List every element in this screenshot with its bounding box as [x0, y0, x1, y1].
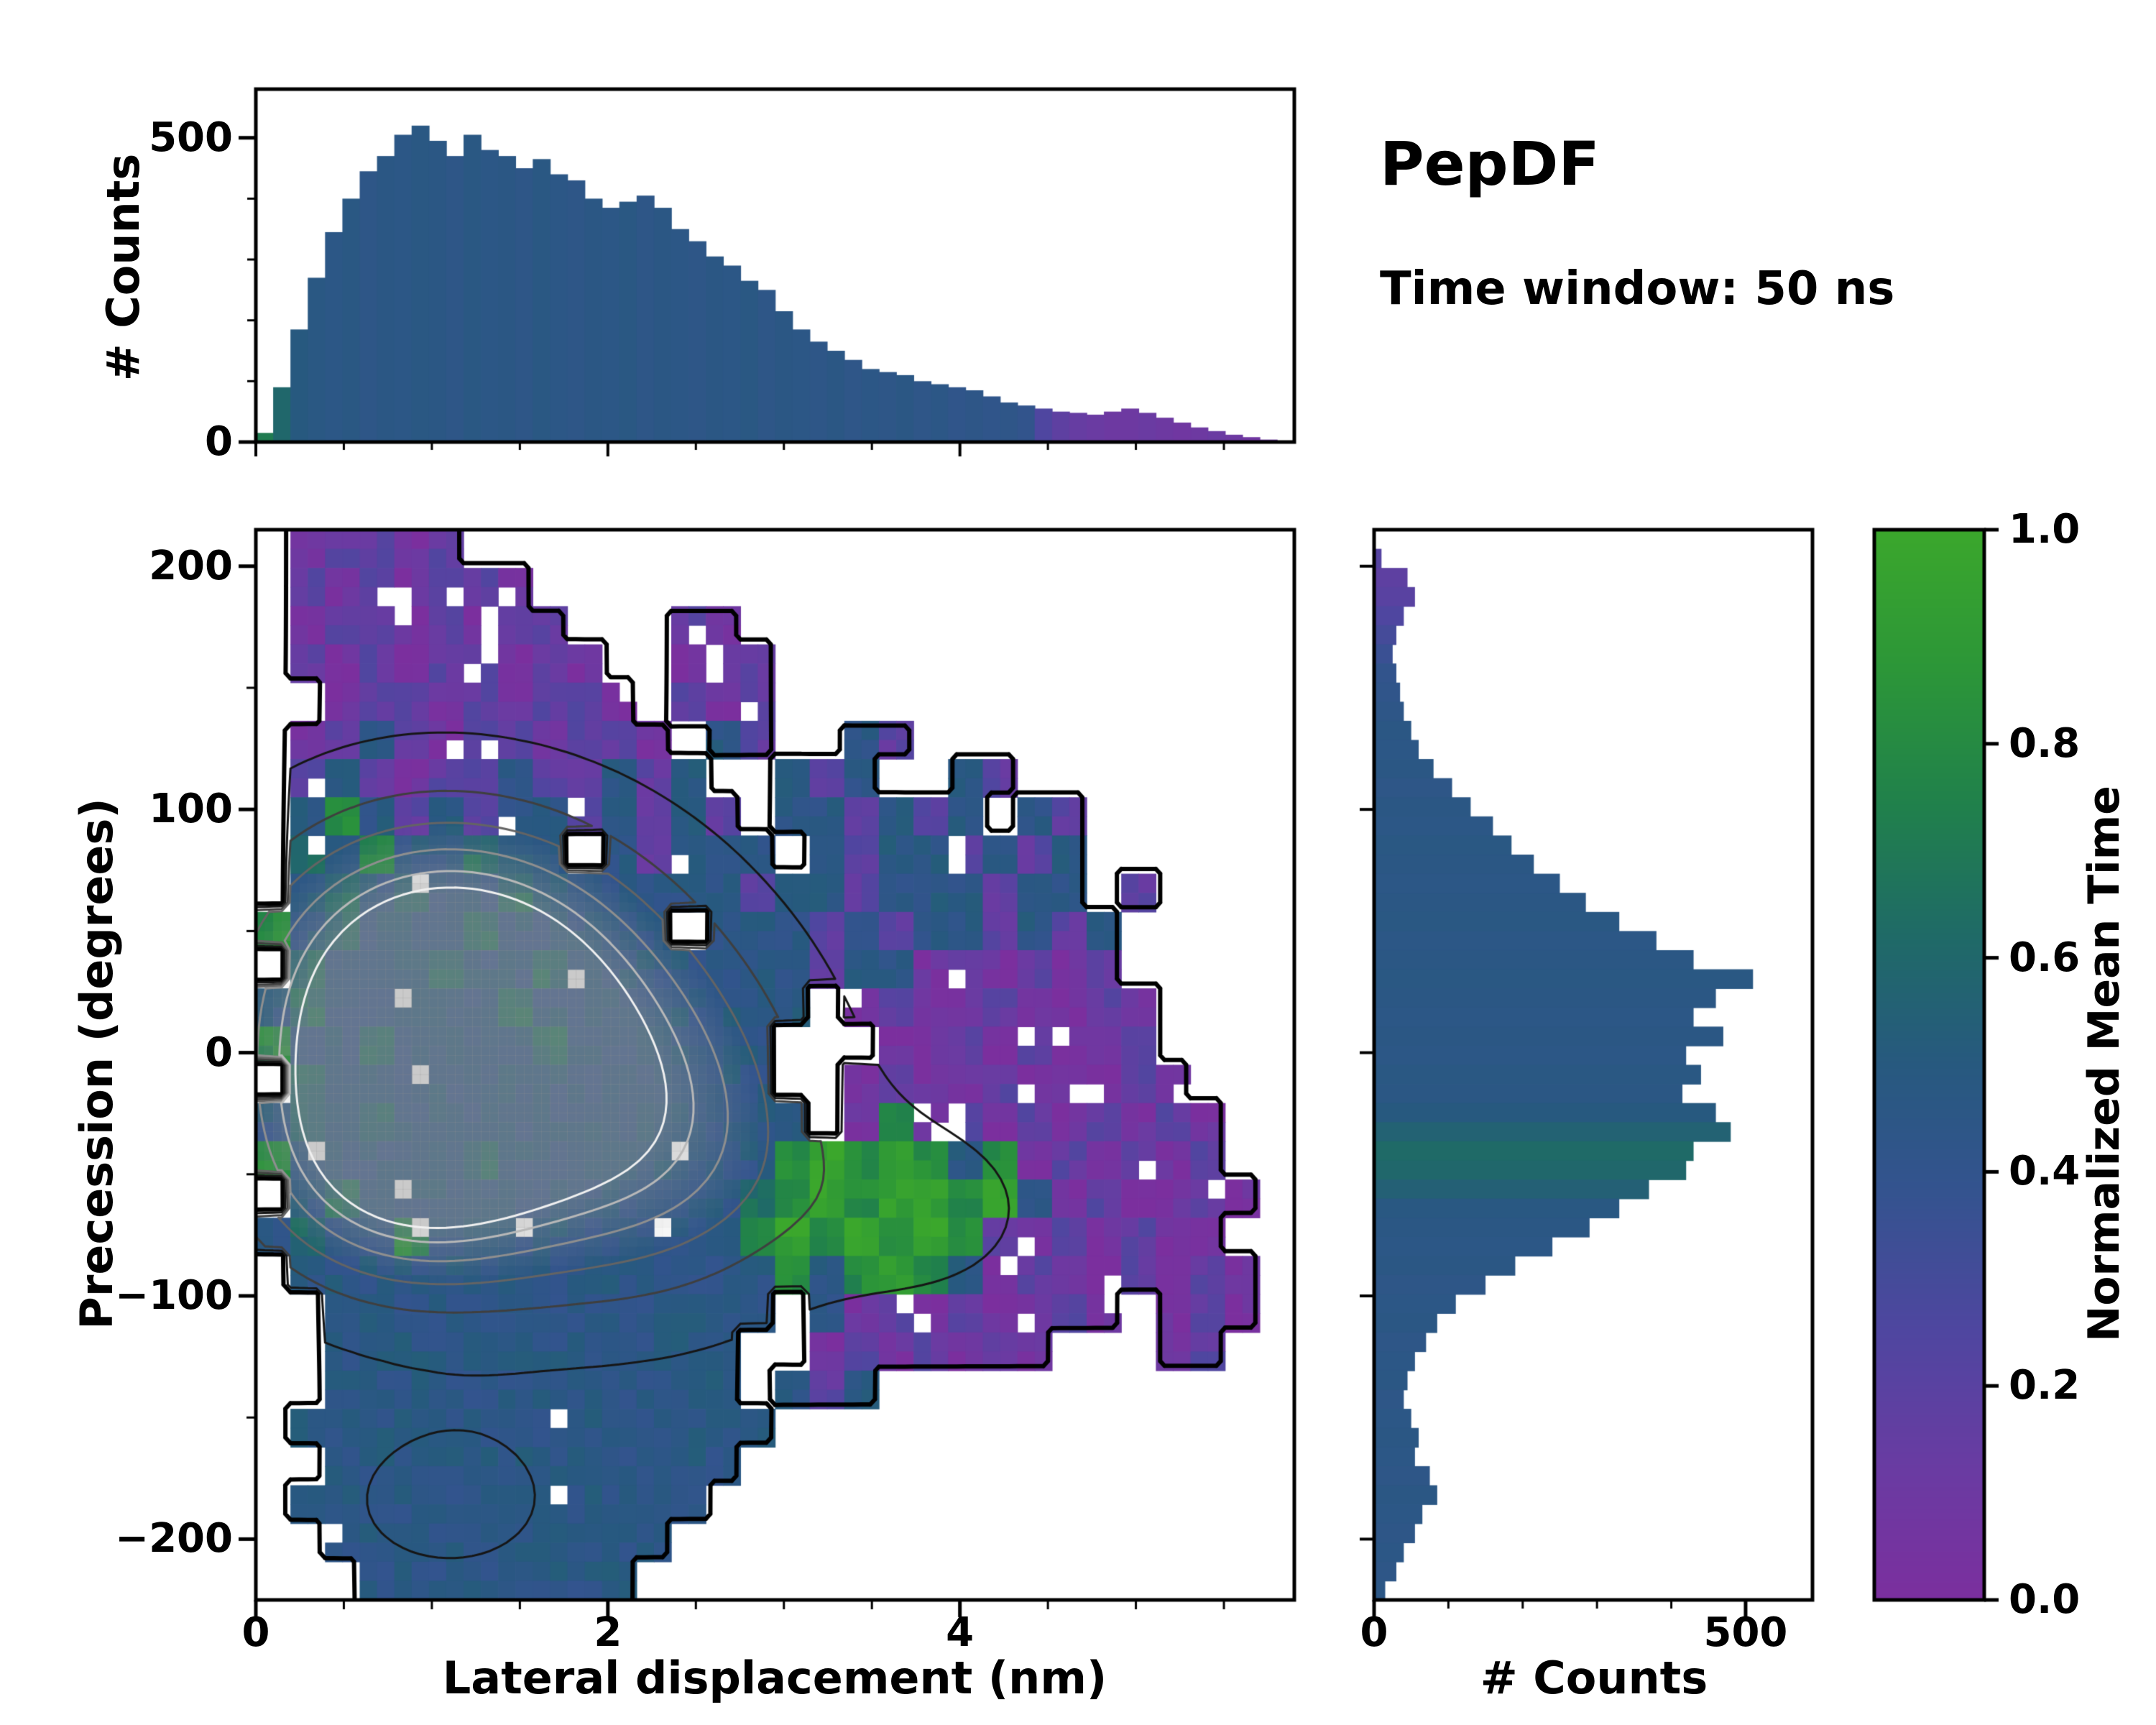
main-y-tick-label: −200	[115, 1515, 233, 1563]
main-y-tick-label: 200	[149, 542, 233, 589]
colorbar-tick-label: 0.8	[2009, 719, 2081, 767]
top-hist-ylabel: # Counts	[97, 153, 149, 382]
top-hist-y-tick-label: 0	[205, 418, 233, 465]
colorbar-tick-label: 1.0	[2009, 506, 2081, 553]
plot-title: PepDF	[1380, 129, 1600, 199]
colorbar-tick-label: 0.2	[2009, 1362, 2081, 1409]
colorbar-tick-label: 0.4	[2009, 1148, 2081, 1195]
right-hist-x-tick-label: 500	[1703, 1609, 1788, 1656]
colorbar-label: Normalized Mean Time	[2079, 786, 2129, 1342]
main-y-tick-label: 0	[205, 1029, 233, 1076]
colorbar-tick-label: 0.0	[2009, 1576, 2081, 1623]
right-hist-xlabel: # Counts	[1480, 1652, 1708, 1704]
top-hist-y-tick-label: 500	[149, 114, 233, 161]
time-window-subtitle: Time window: 50 ns	[1380, 262, 1895, 316]
main-y-tick-label: 100	[149, 786, 233, 833]
main-ylabel: Precession (degrees)	[70, 798, 123, 1330]
right-hist-x-tick-label: 0	[1360, 1609, 1388, 1656]
main-x-tick-label: 2	[594, 1609, 622, 1656]
main-x-tick-label: 4	[946, 1609, 975, 1656]
main-xlabel: Lateral displacement (nm)	[442, 1652, 1107, 1704]
main-y-tick-label: −100	[115, 1271, 233, 1319]
colorbar-tick-label: 0.6	[2009, 934, 2081, 981]
main-x-tick-label: 0	[241, 1609, 270, 1656]
